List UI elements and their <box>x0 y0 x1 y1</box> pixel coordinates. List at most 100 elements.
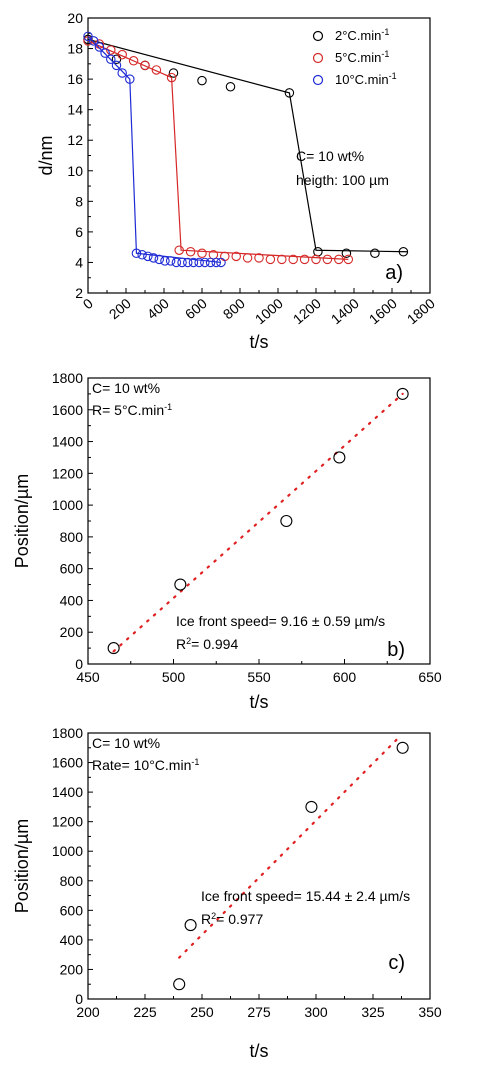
data-point <box>370 248 380 259</box>
panel-label: c) <box>388 952 405 974</box>
x-tick-label: 250 <box>190 1004 214 1020</box>
data-point <box>168 68 179 78</box>
y-tick-label: 16 <box>67 71 83 87</box>
data-point <box>185 247 196 257</box>
y-tick-label: 800 <box>60 873 84 889</box>
data-point <box>94 42 105 52</box>
data-point <box>106 54 116 64</box>
data-point <box>341 248 352 259</box>
y-tick-label: 0 <box>75 656 83 672</box>
x-tick-label: 1000 <box>252 295 286 327</box>
data-point <box>111 54 122 64</box>
data-point <box>305 800 318 813</box>
data-point <box>117 49 127 60</box>
x-tick-label: 500 <box>162 669 186 685</box>
r-squared-label: R2= 0.977 <box>201 911 263 927</box>
y-tick-label: 600 <box>60 902 84 918</box>
y-tick-label: 10 <box>67 163 83 179</box>
data-point <box>183 257 193 268</box>
panel-label: b) <box>387 639 405 661</box>
data-point <box>100 48 110 58</box>
x-tick-label: 1600 <box>366 295 400 327</box>
x-tick-label: 275 <box>247 1004 271 1020</box>
data-point <box>151 65 162 75</box>
y-tick-label: 1600 <box>52 402 83 418</box>
data-point <box>343 254 354 265</box>
x-tick-label: 1800 <box>404 295 438 327</box>
r-squared-label: R2= 0.994 <box>176 636 238 652</box>
data-point <box>131 248 142 259</box>
data-point <box>288 254 298 265</box>
x-axis-title: t/s <box>249 1041 268 1061</box>
data-point <box>166 72 177 83</box>
legend-marker <box>312 74 324 86</box>
panel-label: a) <box>385 262 403 284</box>
x-tick-label: 600 <box>182 295 210 322</box>
y-tick-label: 1800 <box>52 370 83 386</box>
y-tick-label: 6 <box>75 224 83 240</box>
x-tick-label: 350 <box>418 1004 442 1020</box>
y-axis-title: d/nm <box>36 135 56 175</box>
x-tick-label: 200 <box>76 1004 100 1020</box>
data-point <box>111 60 122 71</box>
y-tick-label: 1000 <box>52 497 83 513</box>
y-tick-label: 18 <box>67 41 83 57</box>
data-point <box>197 248 207 259</box>
data-point <box>216 257 226 268</box>
x-axis-title: t/s <box>249 692 268 712</box>
fit-speed-label: Ice front speed= 15.44 ± 2.4 µm/s <box>201 888 410 904</box>
data-point <box>160 256 170 266</box>
annotation-rate: R= 5°C.min-1 <box>92 402 172 418</box>
data-point <box>148 253 159 263</box>
legend-entry: 2°C.min-1 <box>335 27 389 43</box>
series-line <box>87 38 408 253</box>
y-tick-label: 1400 <box>52 434 83 450</box>
legend-marker <box>312 30 324 42</box>
data-point <box>184 919 197 932</box>
y-tick-label: 1800 <box>52 725 83 741</box>
data-point <box>277 254 287 265</box>
y-tick-label: 1600 <box>52 755 83 771</box>
x-tick-label: 450 <box>76 669 100 685</box>
data-point <box>140 60 150 71</box>
fit-line <box>178 734 402 959</box>
data-point <box>205 257 216 268</box>
annotation-concentration: C= 10 wt% <box>92 735 160 751</box>
data-point <box>188 257 199 268</box>
data-point <box>313 247 323 257</box>
data-point <box>197 75 207 86</box>
y-tick-label: 1000 <box>52 843 83 859</box>
data-point <box>333 451 346 464</box>
data-point <box>117 68 127 78</box>
x-tick-label: 400 <box>144 295 172 322</box>
x-tick-label: 225 <box>133 1004 157 1020</box>
y-tick-label: 1200 <box>52 465 83 481</box>
y-tick-label: 800 <box>60 529 84 545</box>
fit-line <box>112 392 404 653</box>
data-point <box>311 254 321 265</box>
data-point <box>125 74 135 84</box>
legend-entry: 10°C.min-1 <box>335 71 397 87</box>
data-point <box>334 254 344 265</box>
data-point <box>88 36 99 46</box>
data-point <box>299 254 310 265</box>
x-axis-title: t/s <box>249 332 268 352</box>
data-point <box>396 387 409 400</box>
y-tick-label: 4 <box>75 254 83 270</box>
annotation-concentration: C= 10 wt% <box>296 148 364 164</box>
y-tick-label: 1400 <box>52 784 83 800</box>
data-point <box>107 642 120 655</box>
y-tick-label: 8 <box>75 193 83 209</box>
y-tick-label: 400 <box>60 932 84 948</box>
x-tick-label: 1200 <box>290 295 324 327</box>
annotation-height: heigth: 100 µm <box>296 172 389 188</box>
x-tick-label: 300 <box>304 1004 328 1020</box>
x-tick-label: 600 <box>333 669 357 685</box>
x-tick-label: 550 <box>247 669 271 685</box>
data-point <box>165 256 176 266</box>
data-point <box>265 254 276 265</box>
y-tick-label: 14 <box>67 102 83 118</box>
data-point <box>173 978 186 991</box>
